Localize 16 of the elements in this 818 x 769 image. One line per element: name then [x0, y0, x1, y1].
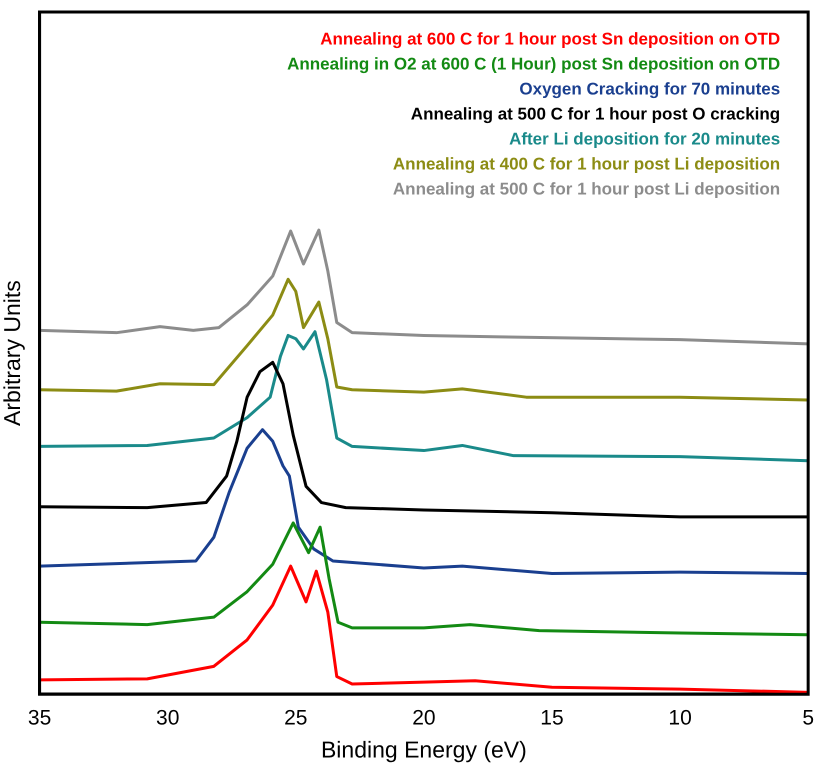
text: Annealing at 400 C for 1 hour post Li deposition	[392, 154, 780, 174]
text: Annealing at 600 C for 1 hour post Sn deposition on OTD	[320, 30, 780, 49]
x-tick-label: 10	[668, 706, 692, 730]
text: Annealing at 500 C for 1 hour post O cracking	[410, 104, 780, 124]
text: Annealing at 500 C for 1 hour post Li deposition	[392, 180, 780, 199]
x-tick-label: 25	[284, 706, 308, 730]
x-tick-label: 35	[28, 706, 52, 730]
y-axis-title: Arbitrary Units	[0, 280, 26, 426]
text: After Li deposition for 20 minutes	[509, 130, 780, 149]
x-axis-title: Binding Energy (eV)	[320, 736, 527, 763]
text: Annealing in O2 at 600 C (1 Hour) post Sn deposition on OTD	[287, 54, 780, 74]
x-tick-label: 30	[156, 706, 180, 730]
text: Oxygen Cracking for 70 minutes	[519, 80, 780, 99]
x-tick-label: 20	[412, 706, 436, 730]
x-tick-label: 5	[802, 706, 814, 730]
x-tick-label: 15	[540, 706, 564, 730]
